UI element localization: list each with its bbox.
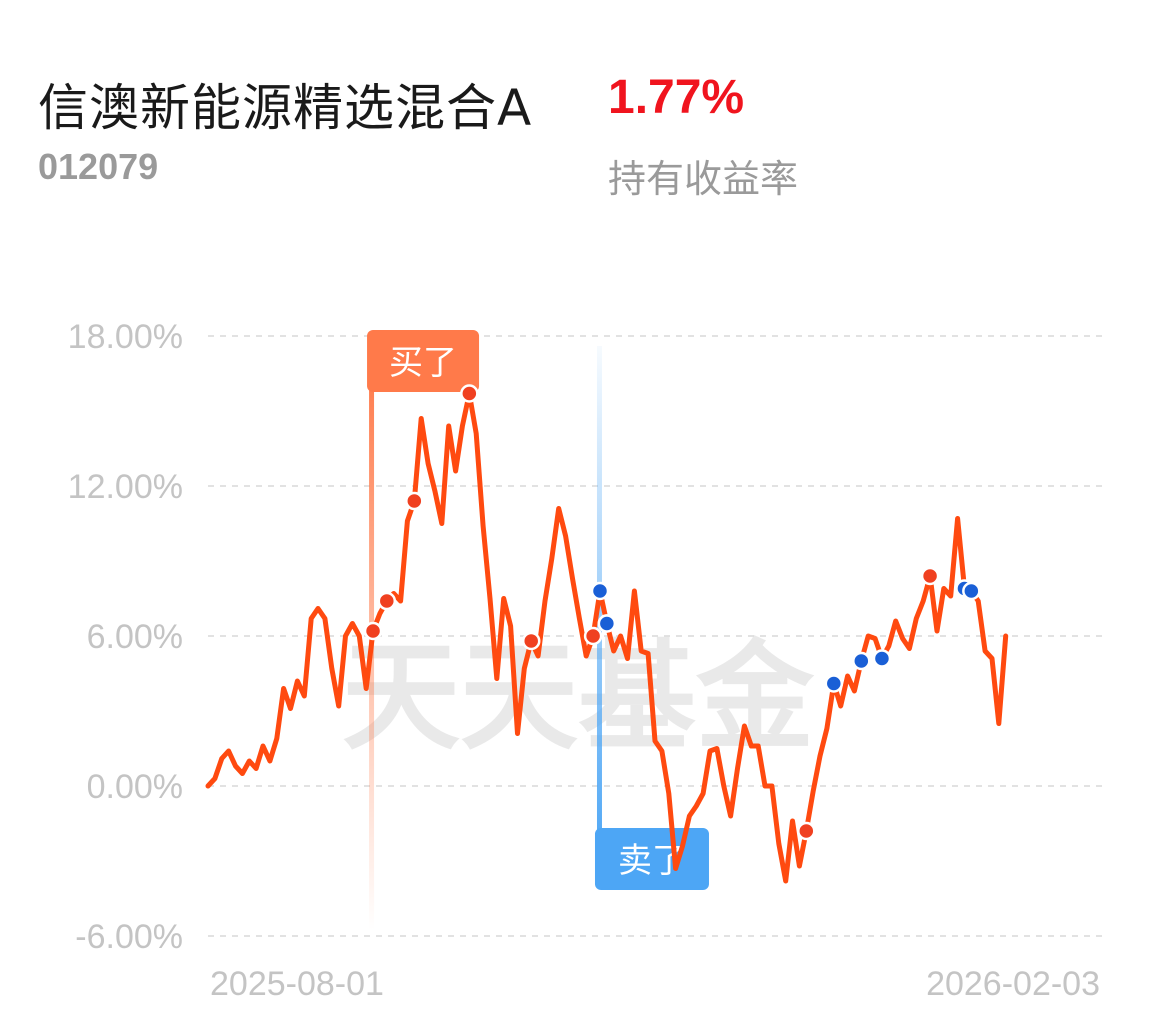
- buy-point: [583, 626, 603, 646]
- sell-marker-label-bg: [594, 828, 709, 890]
- buy-point: [460, 384, 479, 403]
- y-tick-label: 6.00%: [87, 618, 183, 656]
- buy-point: [797, 821, 816, 841]
- sell-point: [590, 581, 610, 601]
- grid-lines: [208, 335, 1102, 937]
- y-tick-label: 18.00%: [68, 318, 183, 356]
- sell-point: [824, 674, 844, 693]
- x-tick-label: 2025-08-01: [210, 965, 384, 1003]
- holding-return-value: 1.77%: [608, 71, 745, 124]
- watermark: 天天基金: [342, 632, 815, 764]
- sell-point: [852, 651, 871, 671]
- buy-point: [363, 621, 383, 641]
- y-tick-label: 12.00%: [68, 468, 183, 506]
- sell-point: [597, 614, 617, 633]
- sell-point: [872, 649, 892, 668]
- buy-point: [377, 591, 397, 611]
- fund-name: 信澳新能源精选混合A: [38, 79, 533, 137]
- buy-point: [405, 491, 424, 511]
- sell-point: [962, 581, 981, 601]
- buy-point: [521, 631, 541, 651]
- buy-marker-label-bg: [367, 330, 480, 392]
- x-tick-label: 2026-02-03: [926, 965, 1100, 1003]
- buy-point: [920, 566, 940, 586]
- fund-code: 012079: [38, 146, 159, 187]
- holding-return-label: 持有收益率: [608, 157, 799, 201]
- trade-dots: [363, 384, 981, 841]
- y-tick-label: -6.00%: [75, 918, 183, 956]
- buy-marker-label: 买了: [389, 344, 457, 382]
- y-tick-label: 0.00%: [87, 768, 183, 806]
- axis-ticks: 18.00% 12.00% 6.00% 0.00% -6.00% 2025-08-01 20…: [68, 318, 1100, 1003]
